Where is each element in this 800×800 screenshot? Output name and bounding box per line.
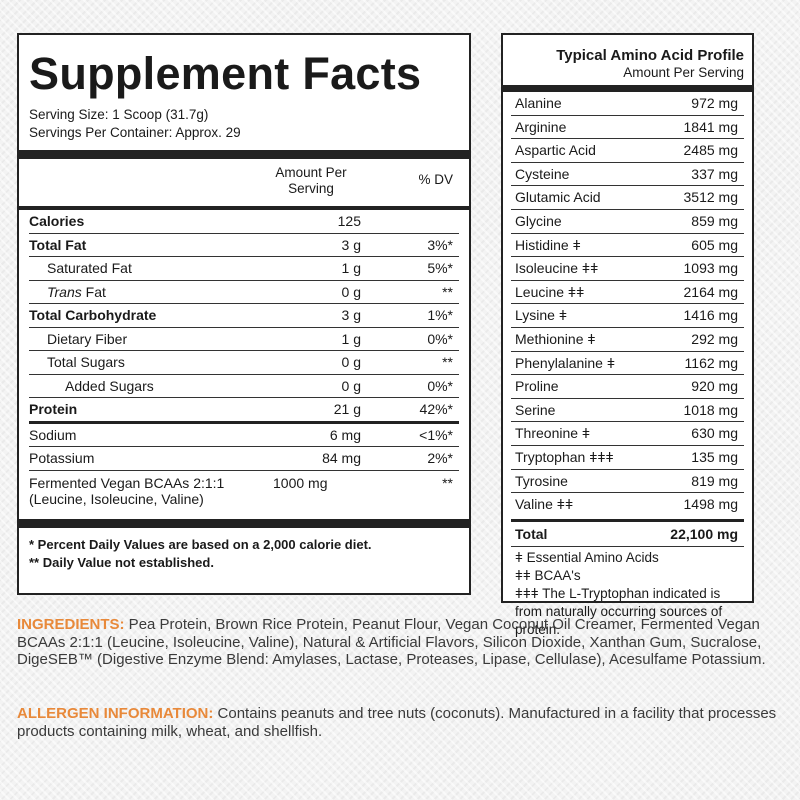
list-item: Histidine ǂ 605 mg bbox=[511, 232, 744, 257]
list-item: Serine 1018 mg bbox=[511, 397, 744, 422]
thick-divider bbox=[19, 150, 469, 159]
table-row: Potassium 84 mg 2%* bbox=[29, 446, 459, 470]
list-item: Valine ǂǂ 1498 mg bbox=[511, 492, 744, 516]
thick-divider bbox=[503, 85, 752, 92]
amino-total-row: Total 22,100 mg bbox=[511, 518, 744, 546]
amount-per-serving-header: Amount Per Serving bbox=[275, 165, 347, 196]
allergen-section: ALLERGEN INFORMATION: Contains peanuts a… bbox=[17, 705, 787, 740]
list-item: Aspartic Acid 2485 mg bbox=[511, 138, 744, 162]
supplement-facts-title: Supplement Facts bbox=[29, 48, 422, 99]
note-tryptophan: ǂǂǂ The L-Tryptophan indicated is from n… bbox=[515, 585, 723, 637]
list-item: Proline 920 mg bbox=[511, 374, 744, 398]
list-item: Threonine ǂ 630 mg bbox=[511, 421, 744, 445]
footnote-not-established: ** Daily Value not established. bbox=[29, 554, 214, 570]
amino-notes: ǂ Essential Amino Acids ǂǂ BCAA's ǂǂǂ Th… bbox=[511, 545, 744, 639]
table-row: Saturated Fat 1 g 5%* bbox=[29, 256, 459, 280]
serving-info: Serving Size: 1 Scoop (31.7g) Servings P… bbox=[29, 106, 459, 142]
list-item: Glycine 859 mg bbox=[511, 208, 744, 233]
list-item: Cysteine 337 mg bbox=[511, 161, 744, 186]
list-item: Lysine ǂ 1416 mg bbox=[511, 303, 744, 327]
table-row: Fermented Vegan BCAAs 2:1:1 (Leucine, Is… bbox=[29, 469, 459, 516]
amino-profile-subtitle: Amount Per Serving bbox=[623, 65, 744, 80]
footnote-dv: * Percent Daily Values are based on a 2,… bbox=[29, 536, 372, 552]
thick-divider bbox=[19, 518, 469, 528]
amino-acid-profile-panel: Typical Amino Acid Profile Amount Per Se… bbox=[501, 33, 754, 637]
serving-size: Serving Size: 1 Scoop (31.7g) bbox=[29, 107, 209, 122]
dv-header: % DV bbox=[418, 172, 453, 187]
table-row: Total Fat 3 g 3%* bbox=[29, 232, 459, 257]
table-row: Sodium 6 mg <1%* bbox=[29, 420, 459, 447]
ingredients-section: INGREDIENTS: Pea Protein, Brown Rice Pro… bbox=[17, 616, 787, 669]
total-value: 22,100 mg bbox=[670, 525, 738, 542]
allergen-text: Contains peanuts and tree nuts (coconuts… bbox=[17, 705, 777, 740]
list-item: Tryptophan ǂǂǂ 135 mg bbox=[511, 444, 744, 469]
facts-table-header: Amount Per Serving % DV bbox=[29, 159, 459, 206]
list-item: Methionine ǂ 292 mg bbox=[511, 326, 744, 351]
table-row: Total Carbohydrate 3 g 1%* bbox=[29, 303, 459, 327]
medium-divider bbox=[19, 206, 469, 210]
list-item: Leucine ǂǂ 2164 mg bbox=[511, 279, 744, 304]
facts-table-body: Calories 125 Total Fat 3 g 3%* Saturated… bbox=[29, 210, 459, 516]
ingredients-text: Pea Protein, Brown Rice Protein, Peanut … bbox=[17, 616, 766, 668]
list-item: Alanine 972 mg bbox=[515, 95, 738, 111]
allergen-heading: ALLERGEN INFORMATION: bbox=[17, 705, 214, 722]
note-bcaa: ǂǂ BCAA's bbox=[515, 567, 581, 583]
table-row: Total Sugars 0 g ** bbox=[29, 350, 459, 374]
supplement-facts-panel: Supplement Facts Serving Size: 1 Scoop (… bbox=[17, 33, 471, 595]
ingredients-heading: INGREDIENTS: bbox=[17, 616, 125, 633]
amino-profile-title: Typical Amino Acid Profile bbox=[556, 47, 744, 64]
list-item: Arginine 1841 mg bbox=[511, 114, 744, 139]
servings-per-container: Servings Per Container: Approx. 29 bbox=[29, 125, 241, 140]
footnotes: * Percent Daily Values are based on a 2,… bbox=[29, 528, 459, 572]
list-item: Phenylalanine ǂ 1162 mg bbox=[511, 350, 744, 375]
total-label: Total bbox=[515, 525, 548, 542]
list-item: Isoleucine ǂǂ 1093 mg bbox=[511, 256, 744, 280]
table-row: Calories 125 bbox=[29, 213, 361, 229]
list-item: Tyrosine 819 mg bbox=[511, 468, 744, 493]
list-item: Glutamic Acid 3512 mg bbox=[511, 185, 744, 209]
table-row: Trans Fat 0 g ** bbox=[29, 279, 459, 304]
amino-list: Alanine 972 mg Arginine 1841 mg Aspartic A… bbox=[511, 92, 744, 516]
table-row: Dietary Fiber 1 g 0%* bbox=[29, 326, 459, 351]
table-row: Added Sugars 0 g 0%* bbox=[29, 373, 459, 398]
table-row: Protein 21 g 42%* bbox=[29, 397, 459, 421]
note-essential: ǂ Essential Amino Acids bbox=[515, 549, 659, 565]
